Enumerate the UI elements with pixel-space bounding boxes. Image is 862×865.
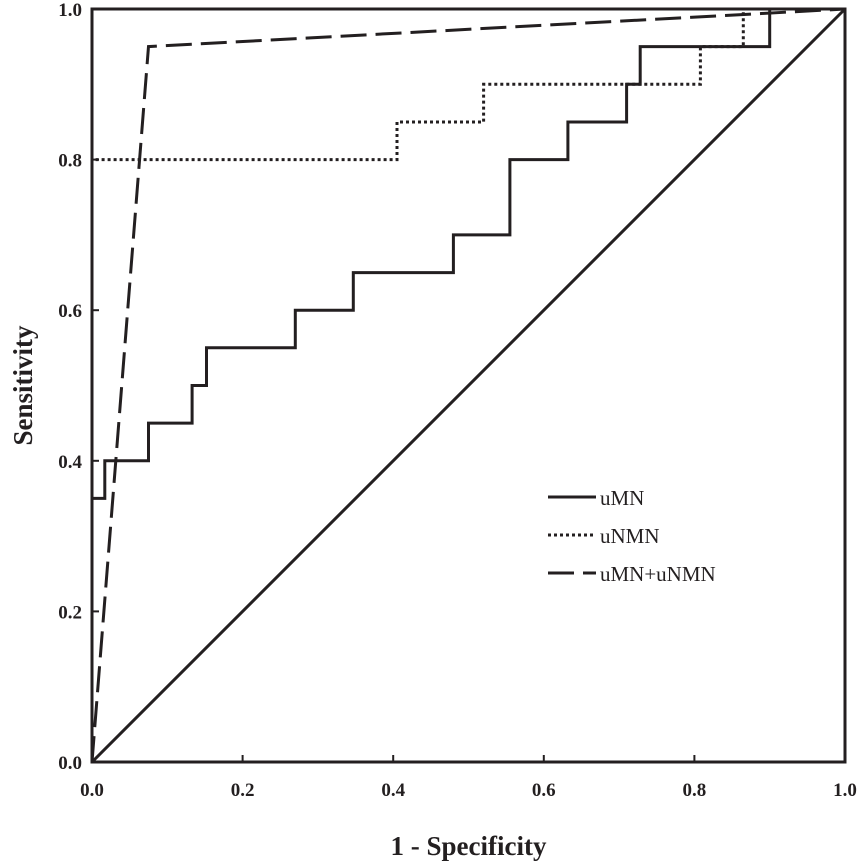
series-line-reference — [90, 7, 847, 764]
axis-ticks: 0.0 0.2 0.4 0.6 0.8 1.0 0.0 0.2 0.4 0.6 0.8 1.0 — [58, 0, 857, 801]
x-tick-label: 0.6 — [532, 780, 556, 801]
series-line-umn-unmn — [90, 7, 846, 763]
x-axis-title: 1 - Specificity — [391, 831, 547, 861]
x-tick-label: 1.0 — [833, 780, 857, 801]
legend-label-umn-unmn: uMN+uNMN — [600, 562, 716, 586]
x-tick-label: 0.4 — [381, 780, 405, 801]
legend-label-umn: uMN — [600, 486, 644, 510]
y-tick-label: 0.2 — [58, 602, 82, 623]
y-axis-title: Sensitivity — [8, 325, 38, 446]
y-tick-label: 0.4 — [58, 452, 82, 473]
series-line-unmn — [90, 7, 845, 762]
y-tick-label: 0.8 — [58, 151, 82, 172]
legend-label-unmn: uNMN — [600, 524, 660, 548]
x-tick-label: 0.8 — [683, 780, 707, 801]
plot-border — [90, 7, 847, 764]
y-tick-label: 1.0 — [58, 0, 82, 21]
x-tick-label: 0.0 — [80, 780, 104, 801]
y-tick-label: 0.6 — [58, 301, 82, 322]
series-line-umn — [90, 7, 845, 762]
y-tick-label: 0.0 — [58, 753, 82, 774]
series-lines — [90, 7, 847, 764]
x-tick-label: 0.2 — [231, 780, 255, 801]
legend: uMN uNMN uMN+uNMN — [548, 486, 716, 586]
plot-frame — [90, 7, 847, 764]
